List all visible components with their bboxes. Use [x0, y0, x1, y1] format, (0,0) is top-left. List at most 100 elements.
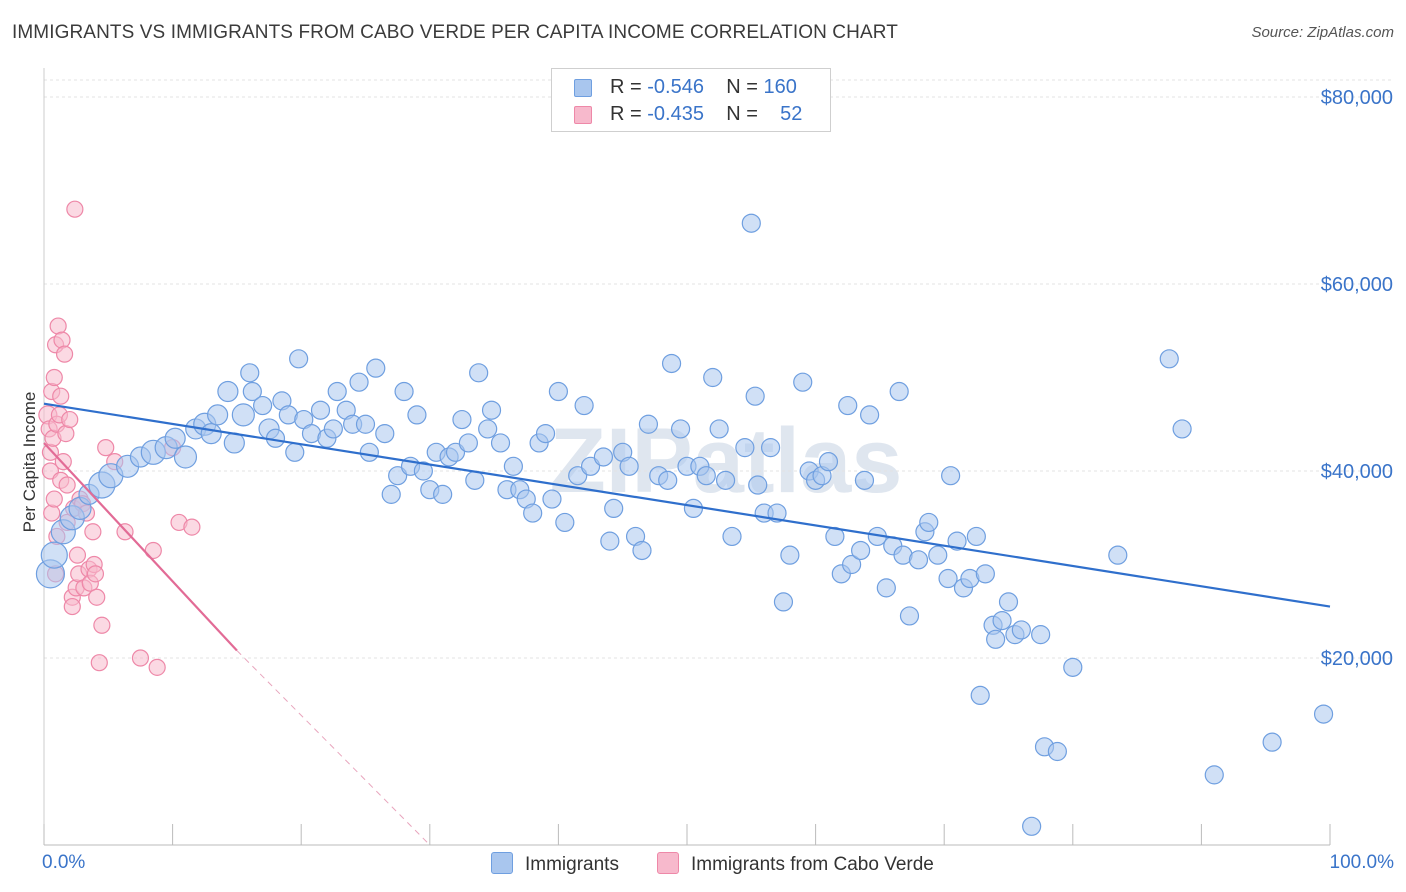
immigrants-point-131 [970, 685, 990, 706]
immigrants-point-65 [523, 503, 543, 523]
legend-swatch-cabo-verde [574, 106, 592, 124]
legend-r-label: R = [610, 76, 648, 98]
cabo-verde-point-13 [49, 317, 67, 335]
legend-n-value: 52 [780, 103, 803, 125]
immigrants-point-54 [452, 409, 472, 430]
cabo-verde-point-27 [66, 200, 84, 218]
immigrants-point-41 [366, 358, 386, 378]
immigrants-point-130 [966, 526, 986, 547]
immigrants-point-107 [818, 452, 839, 472]
immigrants-point-57 [469, 363, 489, 383]
immigrants-point-19 [223, 432, 245, 454]
immigrants-point-56 [465, 470, 485, 490]
cabo-verde-point-17 [53, 331, 71, 349]
cabo-verde-point-5 [43, 504, 61, 522]
immigrants-point-78 [619, 456, 639, 476]
cabo-verde-point-37 [84, 523, 102, 541]
immigrants-point-21 [240, 363, 260, 383]
immigrants-point-91 [709, 419, 729, 439]
immigrants-point-67 [535, 424, 556, 444]
immigrants-point-139 [1022, 816, 1042, 836]
immigrants-point-48 [413, 461, 433, 481]
immigrants-point-118 [889, 381, 909, 402]
immigrants-point-90 [703, 367, 723, 388]
immigrants-point-39 [355, 414, 376, 434]
cabo-verde-point-43 [97, 439, 115, 457]
cabo-verde-point-29 [68, 546, 87, 564]
immigrants-point-93 [722, 526, 742, 547]
immigrants-point-126 [941, 466, 961, 486]
immigrants-point-116 [876, 578, 896, 598]
legend-text-immigrants: R = -0.546 N = 160 [610, 76, 797, 99]
immigrants-point-97 [748, 475, 768, 495]
immigrants-point-38 [349, 372, 369, 392]
immigrants-point-34 [323, 419, 343, 439]
legend-r-value: -0.546 [647, 76, 704, 98]
immigrants-point-75 [600, 531, 620, 551]
immigrants-point-111 [842, 554, 862, 575]
immigrants-point-138 [1011, 620, 1031, 640]
immigrants-point-145 [1159, 349, 1179, 369]
immigrants-point-95 [741, 213, 761, 233]
series-swatch-cabo-verde [657, 852, 679, 874]
immigrants-point-102 [780, 545, 800, 565]
immigrants-point-43 [381, 484, 401, 504]
immigrants-point-101 [773, 592, 794, 612]
immigrants-point-23 [253, 395, 273, 416]
cabo-verde-point-41 [90, 654, 108, 672]
immigrants-point-112 [851, 540, 871, 561]
cabo-verde-point-18 [54, 453, 72, 471]
immigrants-point-121 [908, 550, 929, 570]
immigrants-point-17 [207, 404, 229, 426]
cabo-verde-point-42 [93, 616, 111, 634]
immigrants-point-140 [1031, 625, 1051, 645]
immigrants-point-55 [458, 433, 478, 453]
immigrants-point-85 [670, 419, 691, 439]
y-tick-label-3: $80,000 [1321, 87, 1393, 109]
series-swatch-immigrants [491, 852, 513, 874]
immigrants-point-76 [604, 498, 624, 518]
y-tick-label-0: $20,000 [1321, 648, 1393, 670]
immigrants-point-113 [854, 470, 875, 490]
immigrants-point-144 [1108, 545, 1128, 565]
x-tick-label-min: 0.0% [42, 852, 86, 873]
immigrants-point-42 [375, 424, 395, 444]
cabo-verde-point-7 [45, 490, 63, 508]
series-legend: Immigrants Immigrants from Cabo Verde [0, 852, 1406, 878]
immigrants-point-60 [490, 433, 511, 453]
immigrants-point-135 [992, 610, 1012, 631]
y-tick-label-1: $40,000 [1321, 461, 1393, 483]
immigrants-point-142 [1047, 741, 1067, 762]
immigrants-point-87 [683, 498, 704, 518]
legend-text-cabo-verde: R = -0.435 N = 52 [610, 103, 802, 126]
immigrants-point-74 [593, 447, 614, 467]
immigrants-point-132 [975, 564, 995, 584]
immigrants-point-59 [481, 400, 502, 420]
immigrants-point-22 [242, 381, 262, 402]
immigrants-point-120 [899, 606, 920, 626]
immigrants-point-94 [735, 438, 755, 458]
legend-n-label: N = [726, 103, 764, 125]
immigrants-point-70 [555, 512, 575, 533]
immigrants-point-72 [574, 395, 594, 416]
immigrants-point-69 [548, 381, 569, 402]
cabo-verde-point-21 [58, 476, 76, 494]
cabo-verde-point-23 [61, 410, 79, 429]
immigrants-point-47 [407, 405, 427, 425]
legend-n-label: N = [726, 76, 764, 98]
immigrants-point-99 [760, 438, 781, 458]
immigrants-point-147 [1204, 765, 1224, 785]
immigrants-point-58 [478, 419, 498, 439]
cabo-verde-point-8 [45, 368, 63, 387]
cabo-verde-point-20 [57, 425, 75, 443]
stats-legend: R = -0.546 N = 160 R = -0.435 N = 52 [551, 68, 831, 132]
y-tick-label-2: $60,000 [1321, 274, 1393, 296]
immigrants-point-20 [231, 403, 255, 427]
immigrants-points [35, 213, 1334, 836]
immigrants-point-96 [745, 386, 765, 406]
immigrants-point-44 [388, 466, 408, 486]
immigrants-point-13 [173, 445, 198, 469]
immigrants-point-51 [433, 484, 453, 504]
immigrants-point-16 [200, 423, 222, 445]
